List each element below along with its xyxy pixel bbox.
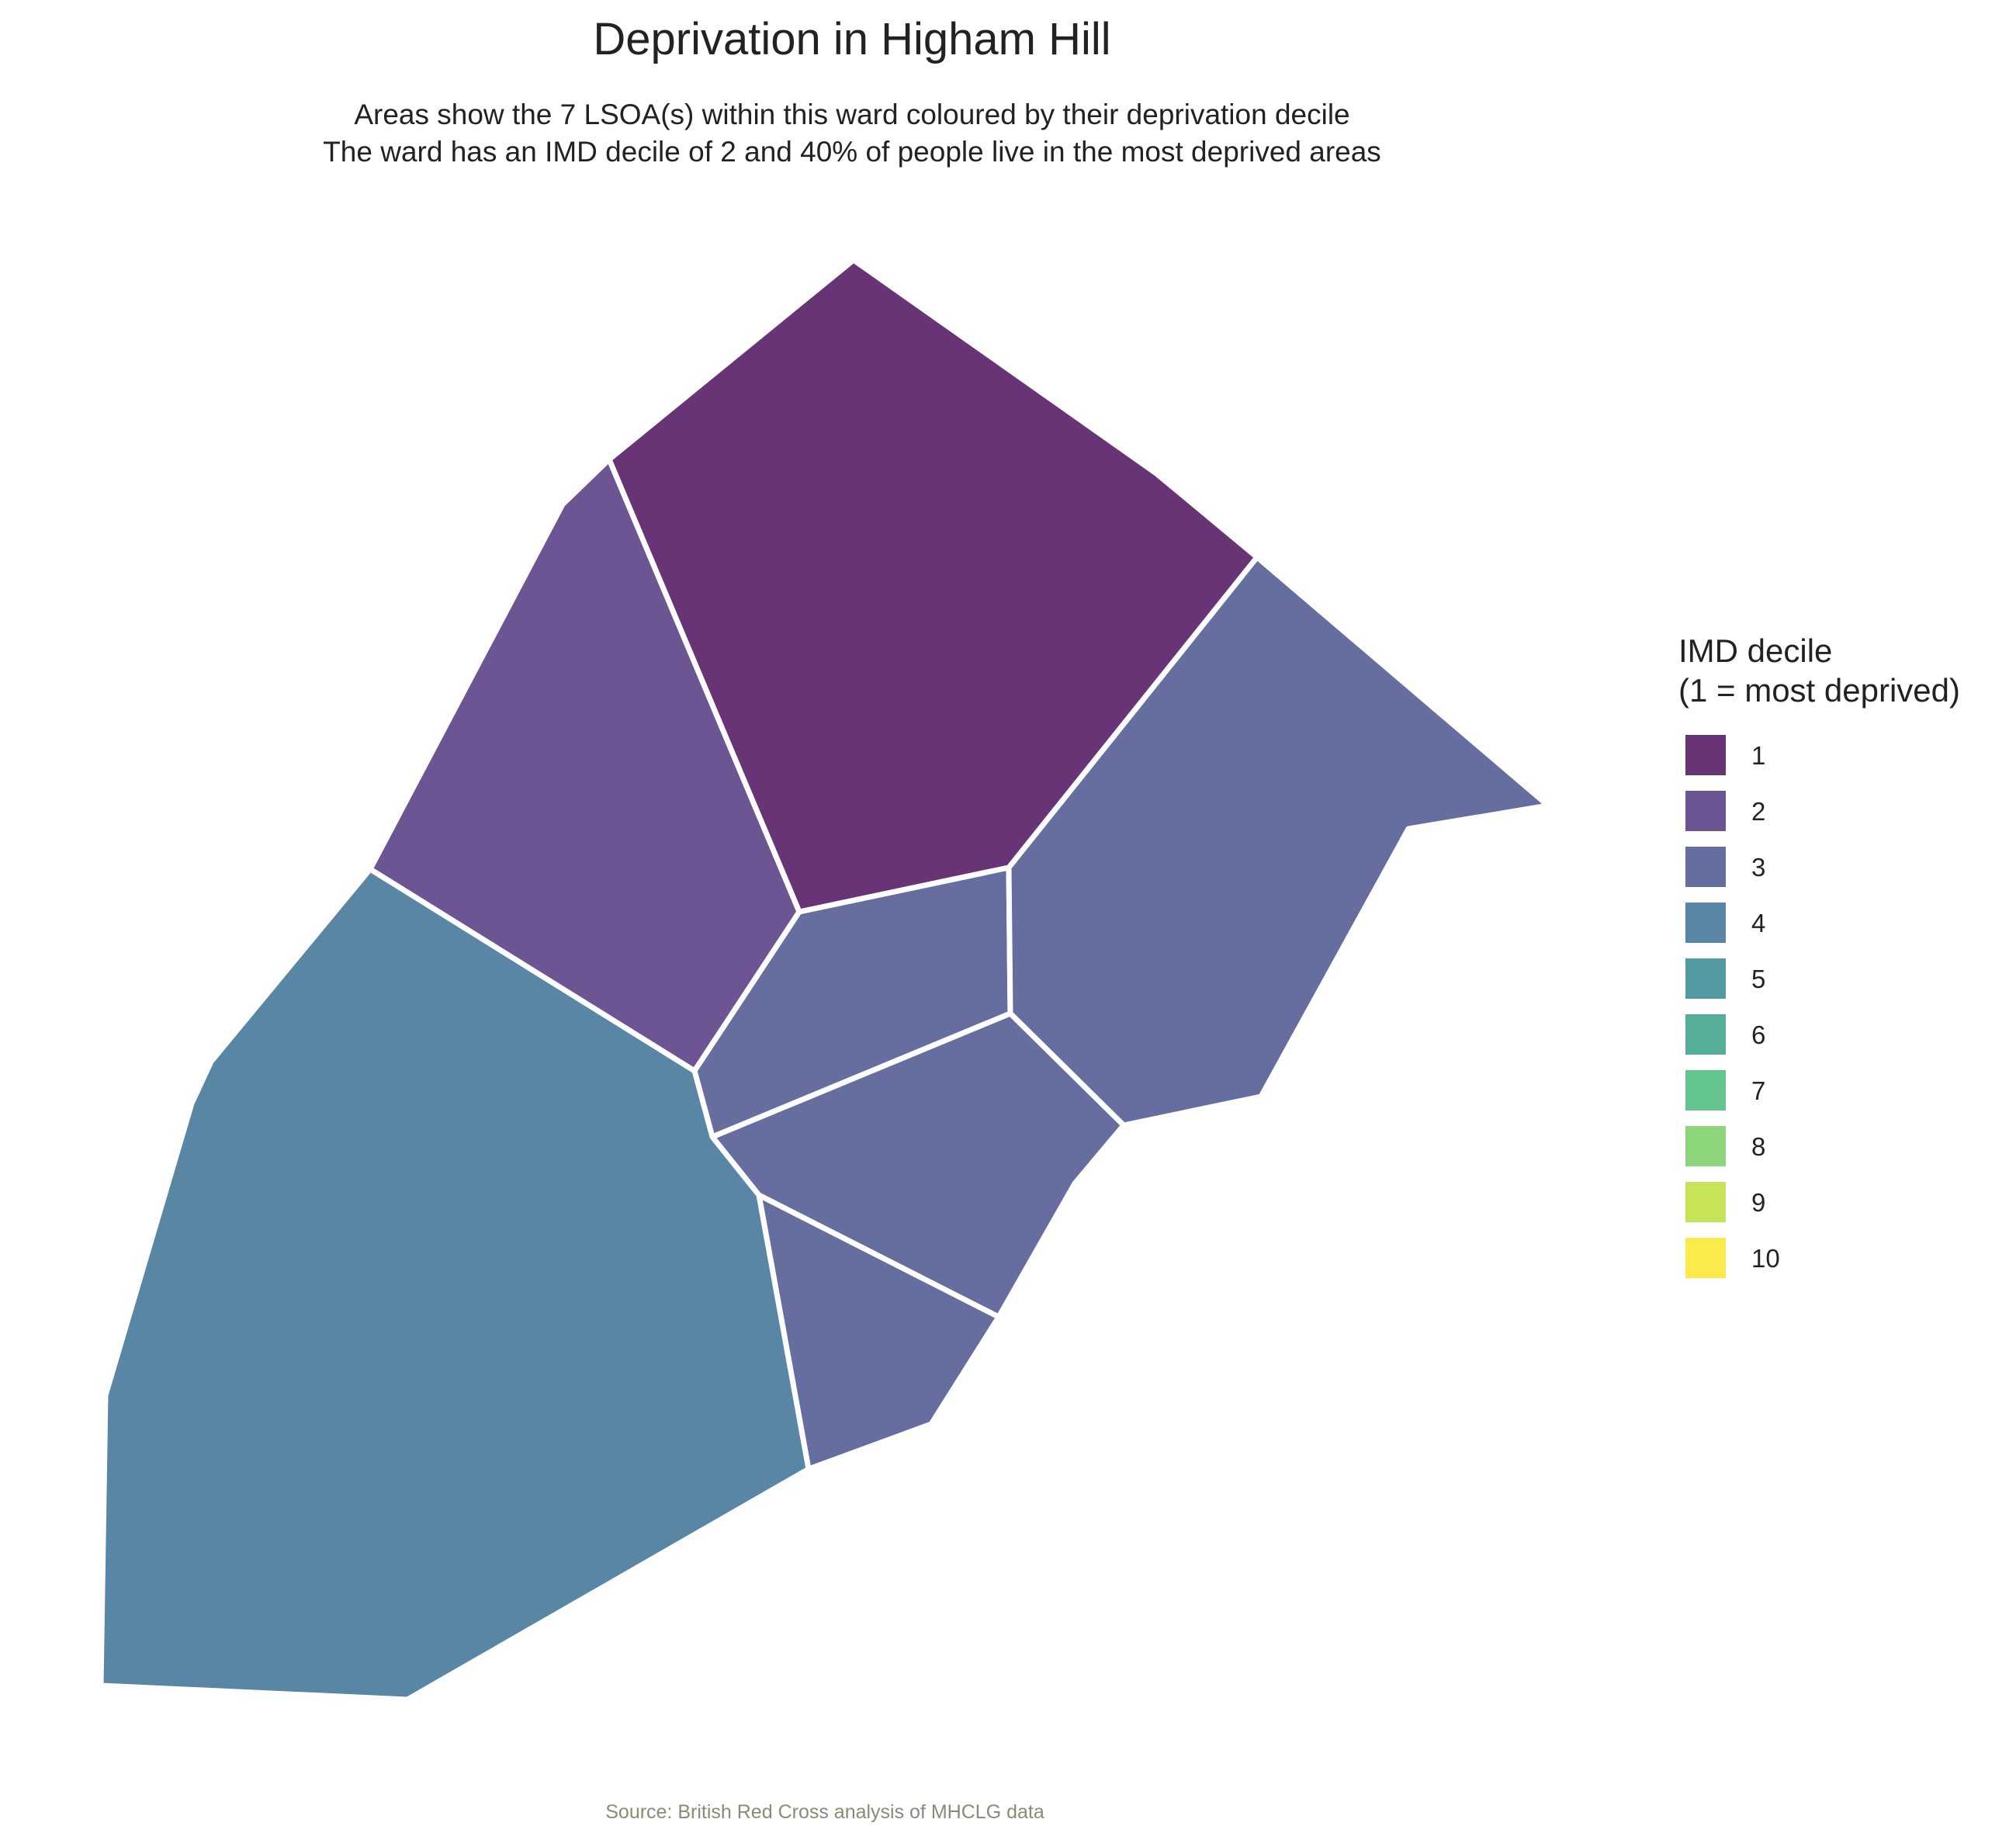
legend-label-8: 8 bbox=[1751, 1132, 1765, 1161]
legend-label-9: 9 bbox=[1751, 1188, 1765, 1217]
legend-label-1: 1 bbox=[1751, 741, 1765, 770]
legend: IMD decile (1 = most deprived) 1 2 3 4 5 6 7 8 9… bbox=[1678, 632, 1960, 1278]
legend-swatch-7 bbox=[1685, 1070, 1726, 1111]
legend-swatch-5 bbox=[1685, 958, 1726, 999]
map-subtitle-line-1: Areas show the 7 LSOA(s) within this war… bbox=[354, 99, 1349, 130]
legend-swatch-3 bbox=[1685, 847, 1726, 887]
lsoa-areas bbox=[98, 257, 1551, 1703]
legend-items: 1 2 3 4 5 6 7 8 9 10 bbox=[1685, 735, 1780, 1278]
legend-label-10: 10 bbox=[1751, 1244, 1780, 1273]
legend-title-line-1: IMD decile bbox=[1678, 632, 1832, 669]
legend-swatch-2 bbox=[1685, 791, 1726, 831]
legend-swatch-8 bbox=[1685, 1126, 1726, 1166]
lsoa-area-decile-4 bbox=[98, 866, 812, 1703]
legend-swatch-1 bbox=[1685, 735, 1726, 775]
legend-swatch-10 bbox=[1685, 1238, 1726, 1278]
legend-swatch-6 bbox=[1685, 1014, 1726, 1055]
legend-label-6: 6 bbox=[1751, 1020, 1765, 1049]
source-caption: Source: British Red Cross analysis of MH… bbox=[605, 1801, 1044, 1823]
legend-swatch-4 bbox=[1685, 903, 1726, 943]
legend-label-5: 5 bbox=[1751, 965, 1765, 993]
lsoa-area-decile-3 bbox=[1006, 554, 1551, 1128]
map-title: Deprivation in Higham Hill bbox=[593, 14, 1110, 64]
legend-label-3: 3 bbox=[1751, 853, 1765, 882]
legend-title-line-2: (1 = most deprived) bbox=[1678, 672, 1960, 709]
legend-label-2: 2 bbox=[1751, 797, 1765, 826]
legend-swatch-9 bbox=[1685, 1182, 1726, 1222]
legend-label-7: 7 bbox=[1751, 1076, 1765, 1105]
map-subtitle-line-2: The ward has an IMD decile of 2 and 40% … bbox=[323, 136, 1381, 168]
legend-label-4: 4 bbox=[1751, 909, 1765, 937]
